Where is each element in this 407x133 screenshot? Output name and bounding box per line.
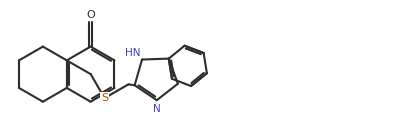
Text: N: N [153,104,161,114]
Text: S: S [101,93,108,103]
Text: O: O [86,10,95,20]
Text: HN: HN [125,48,140,58]
